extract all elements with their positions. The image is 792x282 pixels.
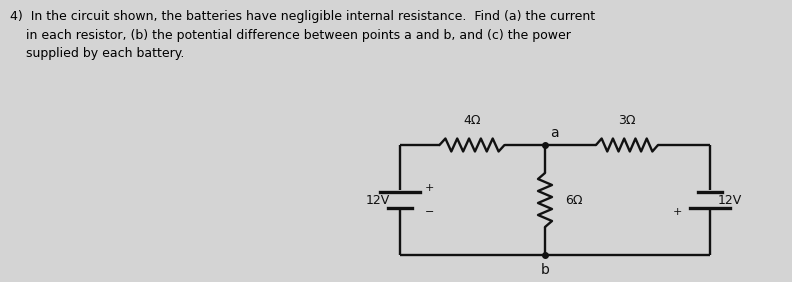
Text: 6Ω: 6Ω <box>565 193 582 206</box>
Text: −: − <box>425 207 434 217</box>
Text: 4Ω: 4Ω <box>463 114 481 127</box>
Text: +: + <box>425 183 434 193</box>
Text: b: b <box>541 263 550 277</box>
Text: a: a <box>550 126 558 140</box>
Text: 3Ω: 3Ω <box>619 114 636 127</box>
Text: 12V: 12V <box>366 193 390 206</box>
Text: 4)  In the circuit shown, the batteries have negligible internal resistance.  Fi: 4) In the circuit shown, the batteries h… <box>10 10 595 60</box>
Text: +: + <box>672 207 682 217</box>
Text: 12V: 12V <box>718 193 742 206</box>
